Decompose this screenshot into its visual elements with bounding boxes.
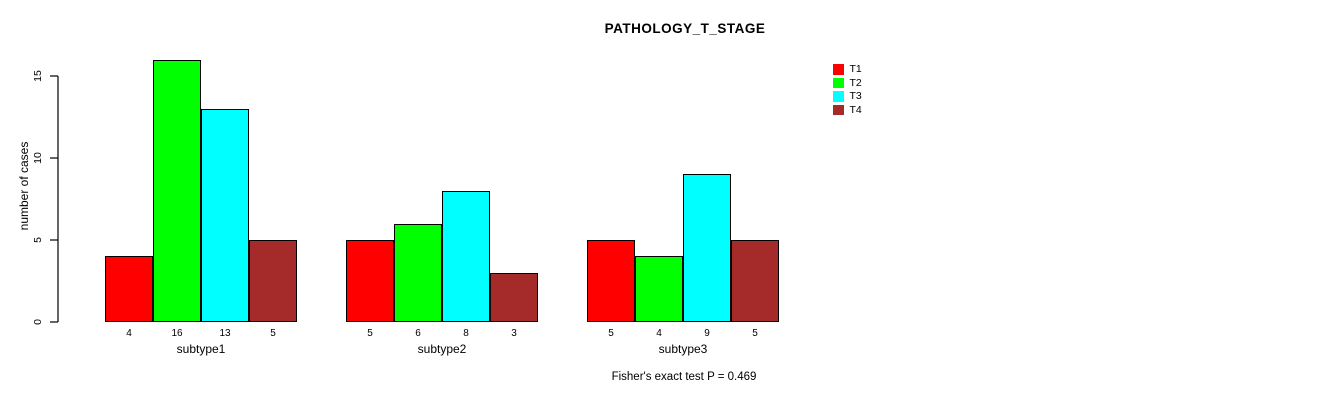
y-tick-label: 15	[32, 70, 44, 82]
bar-value-label: 6	[415, 328, 421, 339]
category-label-subtype2: subtype2	[417, 342, 467, 356]
legend-label-T3: T3	[849, 90, 862, 103]
legend-swatch-T3	[833, 91, 844, 102]
legend-label-T4: T4	[849, 103, 862, 116]
bar-subtype3-T1	[587, 240, 635, 322]
bar-value-label: 5	[270, 328, 276, 339]
legend-row-T2: T2	[833, 76, 862, 89]
bar-subtype1-T1	[105, 256, 153, 322]
bar-value-label: 5	[752, 328, 758, 339]
bar-value-label: 4	[126, 328, 132, 339]
bar-subtype2-T4	[490, 272, 538, 322]
bar-value-label: 5	[608, 328, 614, 339]
legend-swatch-T1	[833, 64, 844, 75]
legend-row-T3: T3	[833, 90, 862, 103]
bar-subtype3-T3	[683, 174, 731, 322]
y-tick-label: 5	[32, 237, 44, 243]
bar-subtype1-T4	[249, 240, 297, 322]
bar-subtype3-T2	[635, 256, 683, 322]
bar-subtype2-T2	[394, 223, 442, 322]
chart-title: PATHOLOGY_T_STAGE	[604, 21, 766, 36]
bar-subtype1-T2	[153, 59, 201, 322]
category-label-subtype1: subtype1	[176, 342, 226, 356]
legend-swatch-T4	[833, 104, 844, 116]
bar-subtype3-T4	[731, 240, 779, 322]
bar-subtype2-T1	[346, 240, 394, 322]
bar-value-label: 16	[171, 328, 183, 339]
category-label-subtype3: subtype3	[658, 342, 708, 356]
bar-value-label: 4	[656, 328, 662, 339]
bar-value-label: 3	[511, 328, 517, 339]
legend-row-T1: T1	[833, 63, 862, 76]
legend-row-T4: T4	[833, 103, 862, 116]
bar-value-label: 13	[219, 328, 231, 339]
bar-value-label: 5	[367, 328, 373, 339]
bar-value-label: 8	[463, 328, 469, 339]
legend-label-T2: T2	[849, 76, 862, 89]
bar-subtype2-T3	[442, 190, 490, 322]
bar-subtype1-T3	[201, 108, 249, 322]
legend: T1 T2 T3 T4	[833, 63, 862, 117]
y-tick-label: 0	[32, 319, 44, 325]
y-tick-label: 10	[32, 152, 44, 164]
legend-label-T1: T1	[849, 63, 862, 76]
bar-value-label: 9	[704, 328, 710, 339]
fisher-test-note: Fisher's exact test P = 0.469	[611, 371, 757, 383]
legend-swatch-T2	[833, 77, 844, 89]
